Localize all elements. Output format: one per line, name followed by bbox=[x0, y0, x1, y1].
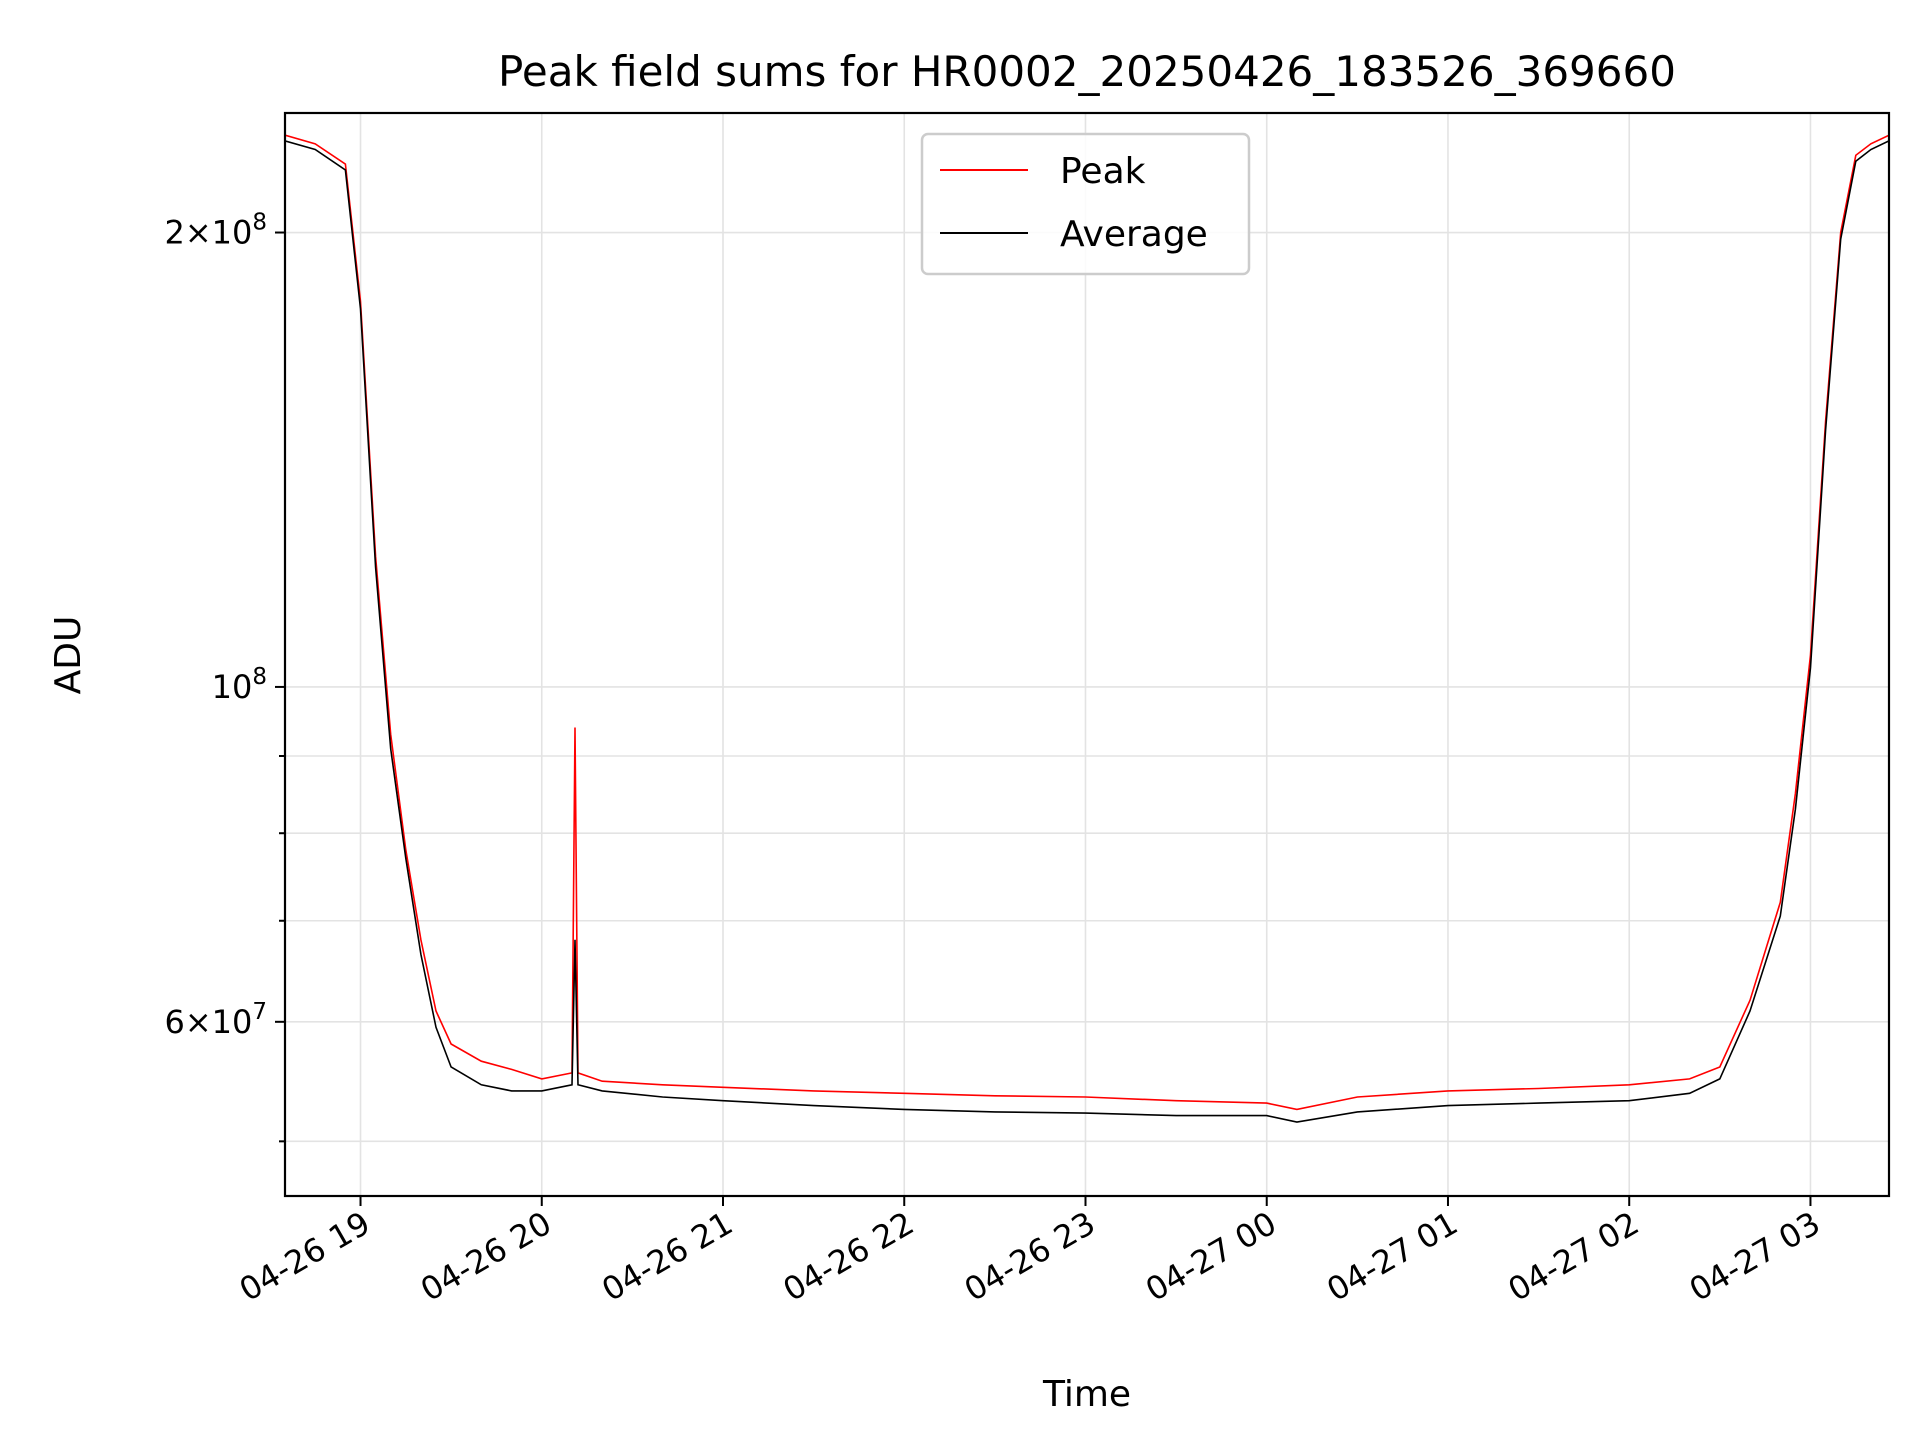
legend-label-average: Average bbox=[1060, 214, 1208, 255]
x-tick-label: 04-26 23 bbox=[958, 1204, 1102, 1309]
x-tick-label: 04-27 00 bbox=[1139, 1204, 1283, 1309]
x-tick-label: 04-27 03 bbox=[1683, 1204, 1827, 1309]
series-layer bbox=[285, 134, 1889, 1123]
ticks: 04-26 19 04-26 20 04-26 21 04-26 22 04-26 23… bbox=[164, 210, 1826, 1309]
x-tick-label: 04-26 20 bbox=[414, 1204, 558, 1309]
y-tick-label: 6×107 bbox=[164, 999, 267, 1041]
x-tick-label: 04-26 21 bbox=[595, 1204, 739, 1309]
x-tick-label: 04-26 22 bbox=[777, 1204, 921, 1309]
legend: Peak Average bbox=[920, 132, 1251, 276]
x-tick-label: 04-27 01 bbox=[1320, 1204, 1464, 1309]
series-line-peak bbox=[285, 134, 1889, 1111]
x-axis-label: Time bbox=[1042, 1374, 1131, 1415]
series-line-average bbox=[285, 140, 1889, 1123]
x-tick-label: 04-27 02 bbox=[1502, 1204, 1646, 1309]
legend-label-peak: Peak bbox=[1060, 151, 1146, 192]
y-axis-label: ADU bbox=[48, 616, 89, 695]
y-tick-label: 2×108 bbox=[164, 210, 267, 252]
plot-frame bbox=[283, 111, 1891, 1198]
x-tick-label: 04-26 19 bbox=[233, 1204, 377, 1309]
y-tick-label: 108 bbox=[212, 664, 267, 706]
grid bbox=[285, 113, 1889, 1196]
chart-title: Peak field sums for HR0002_20250426_1835… bbox=[498, 47, 1676, 96]
